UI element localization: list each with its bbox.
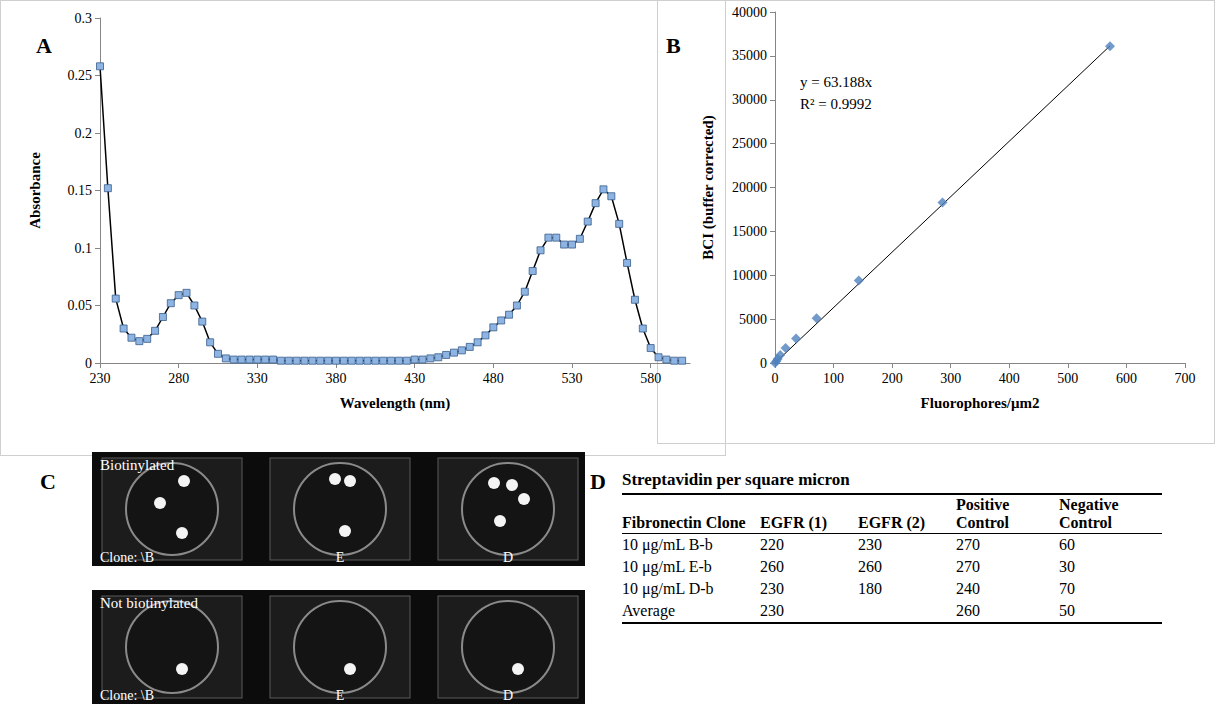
html-text:Negative Control: Negative Control	[1059, 496, 1119, 531]
html-text:230: 230	[858, 536, 882, 553]
svg-text:300: 300	[940, 371, 961, 386]
svg-text:380: 380	[326, 371, 347, 386]
svg-text:E: E	[336, 688, 345, 703]
svg-text:10000: 10000	[732, 268, 767, 283]
svg-text:700: 700	[1175, 371, 1196, 386]
svg-text:25000: 25000	[732, 136, 767, 151]
svg-text:230: 230	[90, 371, 111, 386]
svg-text:0: 0	[772, 371, 779, 386]
html-text:10 μg/mL E-b: 10 μg/mL E-b	[622, 558, 712, 575]
svg-text:Not biotinylated: Not biotinylated	[100, 595, 198, 611]
html-text:C: C	[40, 469, 56, 494]
svg-text:0.2: 0.2	[75, 126, 93, 141]
svg-text:580: 580	[640, 371, 661, 386]
html-text:60: 60	[1059, 536, 1075, 553]
svg-text:35000: 35000	[732, 48, 767, 63]
html-text:50: 50	[1059, 602, 1075, 619]
html-text:230: 230	[760, 602, 784, 619]
html-text:D: D	[590, 469, 606, 494]
svg-text:400: 400	[999, 371, 1020, 386]
html-text:220: 220	[760, 536, 784, 553]
svg-text:430: 430	[404, 371, 425, 386]
html-text:10 μg/mL B-b: 10 μg/mL B-b	[622, 536, 713, 553]
svg-text:20000: 20000	[732, 180, 767, 195]
svg-text:530: 530	[562, 371, 583, 386]
svg-text:0.3: 0.3	[75, 11, 93, 26]
svg-text:0.1: 0.1	[75, 241, 93, 256]
svg-text:0: 0	[85, 356, 92, 371]
html-text:240: 240	[956, 580, 980, 597]
svg-text:15000: 15000	[732, 224, 767, 239]
html-text:260: 260	[858, 558, 882, 575]
svg-text:Clone: \B: Clone: \B	[100, 688, 154, 703]
svg-text:D: D	[503, 550, 513, 565]
svg-text:Absorbance: Absorbance	[27, 152, 43, 229]
html-text:230: 230	[760, 580, 784, 597]
html-text:A: A	[36, 33, 52, 58]
svg-text:R² = 0.9992: R² = 0.9992	[800, 96, 872, 112]
html-text:10 μg/mL D-b: 10 μg/mL D-b	[622, 580, 714, 597]
svg-text:0.15: 0.15	[68, 183, 93, 198]
svg-text:Clone: \B: Clone: \B	[100, 550, 154, 565]
svg-text:Biotinylated: Biotinylated	[100, 457, 175, 473]
svg-text:40000: 40000	[732, 5, 767, 20]
svg-text:100: 100	[823, 371, 844, 386]
html-text:Positive Control: Positive Control	[956, 496, 1010, 531]
html-text:270: 270	[956, 536, 980, 553]
svg-text:Fluorophores/μm2: Fluorophores/μm2	[921, 395, 1040, 411]
svg-text:0.25: 0.25	[68, 68, 93, 83]
html-text:Fibronectin Clone: Fibronectin Clone	[622, 514, 746, 531]
svg-text:5000: 5000	[739, 312, 767, 327]
html-text:30: 30	[1059, 558, 1075, 575]
svg-text:330: 330	[247, 371, 268, 386]
html-text:70: 70	[1059, 580, 1075, 597]
svg-text:280: 280	[168, 371, 189, 386]
html-text:EGFR (2): EGFR (2)	[858, 514, 926, 531]
svg-text:480: 480	[483, 371, 504, 386]
svg-text:D: D	[503, 688, 513, 703]
html-text:270: 270	[956, 558, 980, 575]
svg-text:y = 63.188x: y = 63.188x	[800, 74, 873, 90]
html-text:260: 260	[956, 602, 980, 619]
svg-text:0.05: 0.05	[68, 298, 93, 313]
html-text:260: 260	[760, 558, 784, 575]
svg-text:BCI (buffer corrected): BCI (buffer corrected)	[700, 115, 717, 259]
svg-text:E: E	[336, 550, 345, 565]
svg-text:30000: 30000	[732, 92, 767, 107]
html-text:180: 180	[858, 580, 882, 597]
svg-text:200: 200	[882, 371, 903, 386]
svg-text:600: 600	[1116, 371, 1137, 386]
html-text:Streptavidin per square micron: Streptavidin per square micron	[622, 470, 850, 489]
svg-text:0: 0	[760, 356, 767, 371]
html-text:EGFR (1): EGFR (1)	[760, 514, 828, 531]
svg-text:500: 500	[1057, 371, 1078, 386]
html-text:B: B	[666, 33, 681, 58]
html-text:Average: Average	[622, 602, 675, 619]
svg-text:Wavelength (nm): Wavelength (nm)	[340, 395, 450, 412]
